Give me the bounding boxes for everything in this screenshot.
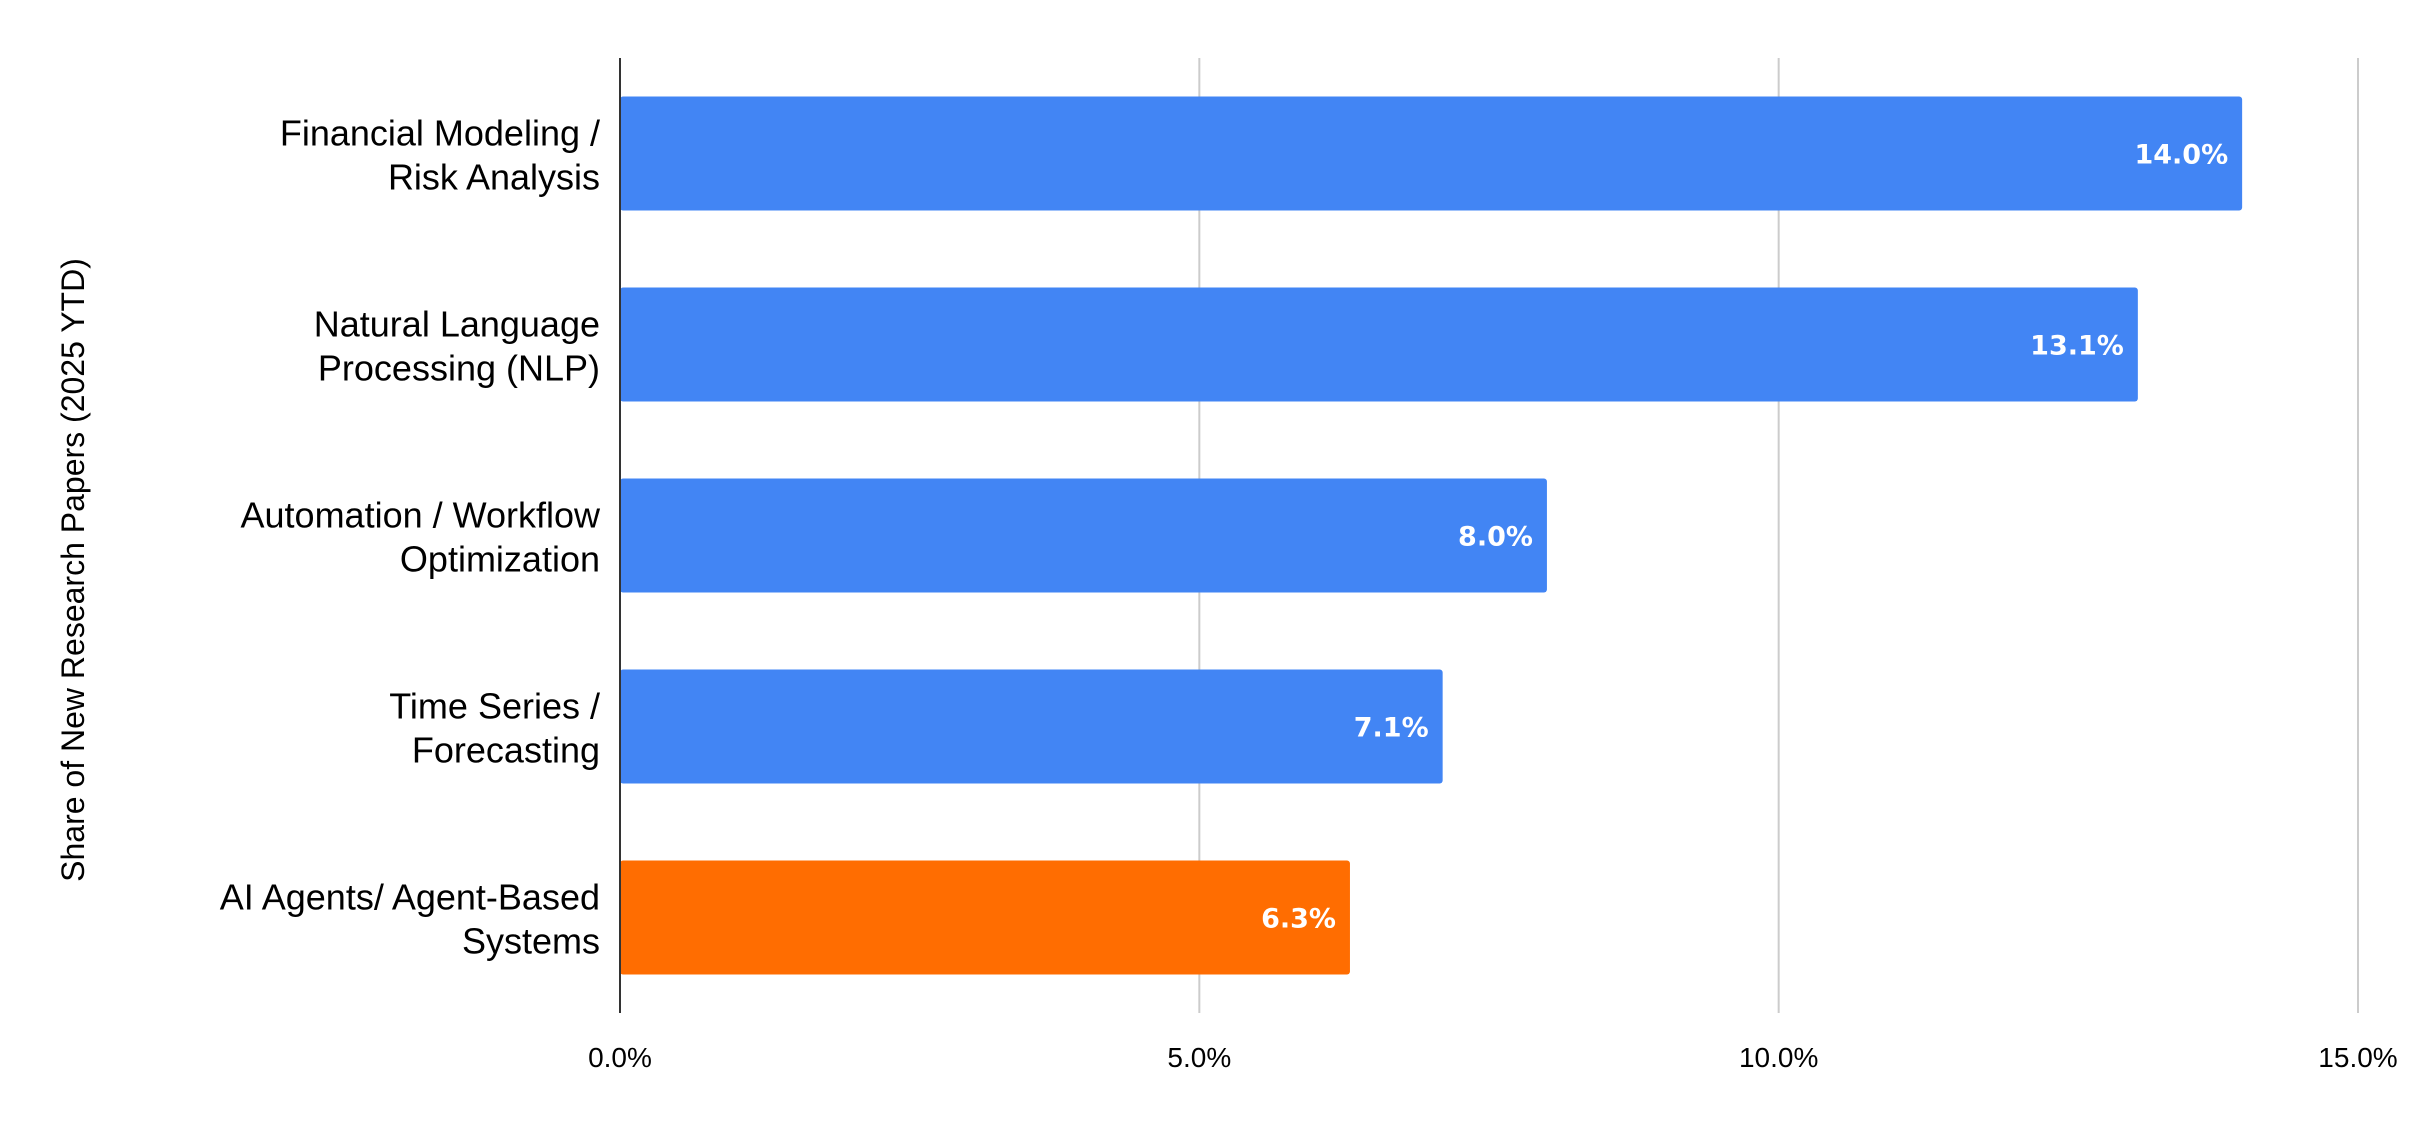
y-axis-title: Share of New Research Papers (2025 YTD) bbox=[55, 258, 91, 882]
bar bbox=[620, 478, 1547, 593]
category-label: Forecasting bbox=[412, 730, 600, 771]
x-tick-label: 15.0% bbox=[2318, 1042, 2397, 1073]
category-label: Natural Language bbox=[314, 304, 600, 345]
x-tick-label: 5.0% bbox=[1167, 1042, 1231, 1073]
bar bbox=[620, 96, 2243, 211]
category-label: Optimization bbox=[400, 539, 600, 580]
category-label: Processing (NLP) bbox=[318, 348, 600, 389]
data-label: 14.0% bbox=[2134, 140, 2228, 171]
category-label: Time Series / bbox=[389, 686, 600, 727]
data-label: 8.0% bbox=[1458, 522, 1533, 553]
category-label: AI Agents/ Agent-Based bbox=[220, 877, 600, 918]
category-label: Automation / Workflow bbox=[241, 495, 601, 536]
data-label: 6.3% bbox=[1261, 904, 1336, 935]
bar bbox=[620, 287, 2138, 402]
category-label: Financial Modeling / bbox=[280, 113, 600, 154]
x-tick-label: 0.0% bbox=[588, 1042, 652, 1073]
bar bbox=[620, 669, 1443, 784]
category-label: Risk Analysis bbox=[388, 157, 600, 198]
data-label: 13.1% bbox=[2030, 331, 2124, 362]
bar bbox=[620, 860, 1350, 975]
category-label: Systems bbox=[462, 921, 600, 962]
x-tick-label: 10.0% bbox=[1739, 1042, 1818, 1073]
data-label: 7.1% bbox=[1354, 713, 1429, 744]
